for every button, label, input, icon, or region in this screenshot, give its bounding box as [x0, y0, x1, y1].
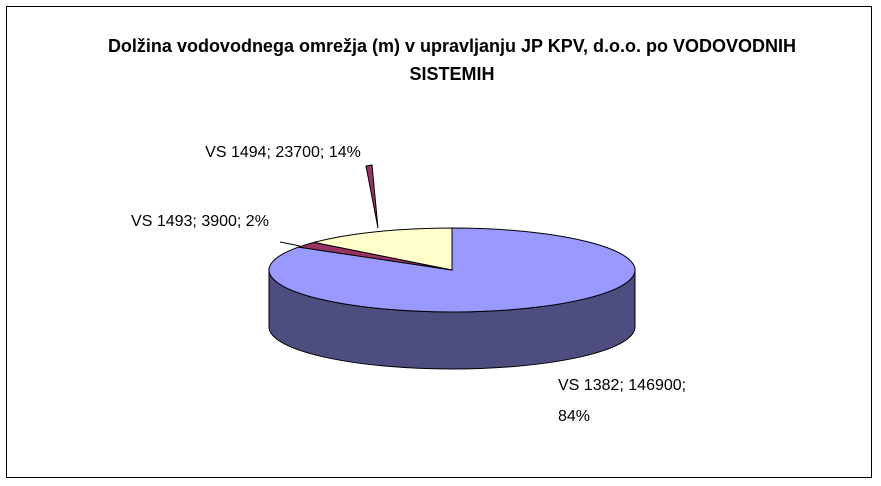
- chart-frame: [6, 6, 872, 478]
- data-label: VS 1493; 3900; 2%: [131, 213, 269, 230]
- leader-line: [279, 241, 301, 247]
- data-label: VS 1494; 23700; 14%: [205, 144, 361, 161]
- chart-title: Dolžina vodovodnega omrežja (m) v upravl…: [107, 36, 797, 84]
- data-label: VS 1382; 146900; 84%: [558, 377, 687, 425]
- slice: [313, 227, 453, 271]
- leader-line: [365, 164, 379, 229]
